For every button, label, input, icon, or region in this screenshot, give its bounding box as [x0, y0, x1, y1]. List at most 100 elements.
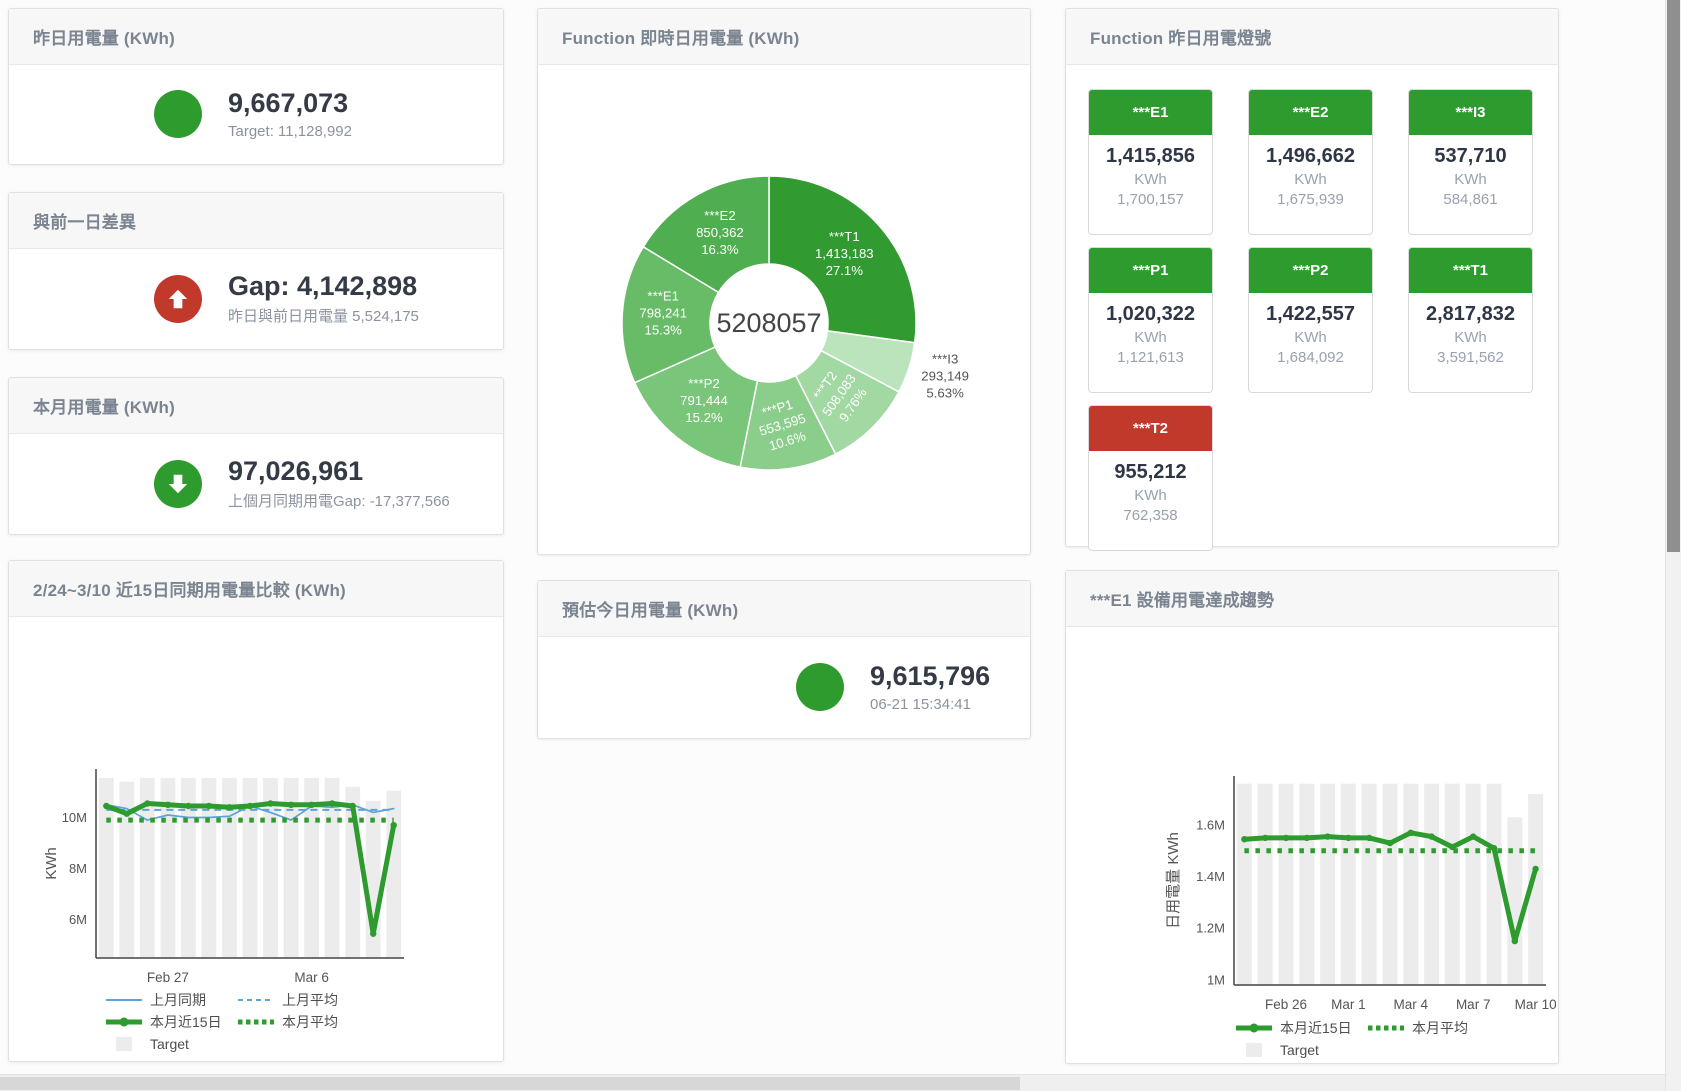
tile-value: 1,415,856	[1106, 145, 1195, 167]
svg-text:1.6M: 1.6M	[1196, 818, 1225, 833]
e1-trend-line-chart[interactable]: 1M 1.2M 1.4M 1.6M Feb 26 Mar 1 Mar 4 Mar 7 Mar 1…	[1066, 627, 1556, 1062]
status-circle-icon	[796, 663, 844, 711]
kpi-subtitle: 上個月同期用電Gap: -17,377,566	[228, 493, 450, 511]
kpi-subtitle: 06-21 15:34:41	[870, 695, 971, 713]
tile-unit: KWh	[1134, 329, 1167, 346]
svg-text:8M: 8M	[69, 861, 87, 876]
svg-text:Feb 26: Feb 26	[1265, 997, 1307, 1012]
pie-slice-***P2[interactable]	[633, 346, 759, 468]
arrow-up-icon	[154, 274, 202, 323]
kpi-value: 9,667,073	[228, 88, 349, 119]
tile-target: 1,684,092	[1277, 349, 1344, 366]
svg-text:Mar 10: Mar 10	[1515, 997, 1556, 1012]
legend-item-上月平均[interactable]: 上月平均	[238, 990, 338, 1010]
light-tile-i3[interactable]: ***I3 537,710 KWh 584,861	[1408, 89, 1533, 235]
trend-legend: 本月近15日 本月平均 Target	[1236, 1017, 1468, 1061]
card-title: 昨日用電量 (KWh)	[9, 9, 503, 65]
realtime-donut-card: Function 即時日用電量 (KWh) ***T1 1,413,183 27.1…	[537, 8, 1031, 555]
tile-name: ***E1	[1089, 90, 1212, 135]
estimate-today-card: 預估今日用電量 (KWh) 9,615,796 06-21 15:34:41	[537, 580, 1031, 739]
tile-target: 762,358	[1123, 507, 1178, 524]
svg-text:6M: 6M	[69, 912, 87, 927]
svg-text:Mar 6: Mar 6	[294, 970, 329, 985]
vertical-scrollbar[interactable]	[1665, 0, 1681, 1091]
light-tile-t1[interactable]: ***T1 2,817,832 KWh 3,591,562	[1408, 247, 1533, 393]
pie-label-***E2: ***E2 850,362 16.3%	[696, 208, 744, 257]
legend-label: 本月平均	[1412, 1020, 1468, 1036]
comparison-chart-card: 2/24~3/10 近15日同期用電量比較 (KWh) 6M 8M 10M Feb 2…	[8, 560, 504, 1062]
tile-unit: KWh	[1454, 171, 1487, 188]
tile-unit: KWh	[1134, 487, 1167, 504]
kpi-value: Gap: 4,142,898	[228, 270, 418, 301]
pie-slice-***E2[interactable]	[642, 175, 770, 294]
tile-value: 2,817,832	[1426, 303, 1515, 325]
legend-item-本月平均[interactable]: 本月平均	[238, 1012, 338, 1032]
svg-text:10M: 10M	[62, 810, 87, 825]
tile-target: 1,121,613	[1117, 349, 1184, 366]
svg-text:日用電量 KWh: 日用電量 KWh	[1165, 832, 1182, 929]
legend-item-上月同期[interactable]: 上月同期	[106, 990, 238, 1010]
tile-value: 1,020,322	[1106, 303, 1195, 325]
tile-unit: KWh	[1454, 329, 1487, 346]
legend-label: 上月同期	[150, 992, 206, 1008]
card-title: 2/24~3/10 近15日同期用電量比較 (KWh)	[9, 561, 503, 617]
card-title: 本月用電量 (KWh)	[9, 378, 503, 434]
legend-label: 本月平均	[282, 1014, 338, 1030]
tile-name: ***E2	[1249, 90, 1372, 135]
tile-target: 3,591,562	[1437, 349, 1504, 366]
legend-label: 本月近15日	[150, 1014, 222, 1030]
legend-item-Target[interactable]: Target	[106, 1036, 238, 1052]
svg-text:1M: 1M	[1207, 972, 1225, 987]
light-tile-p2[interactable]: ***P2 1,422,557 KWh 1,684,092	[1248, 247, 1373, 393]
yesterday-usage-card: 昨日用電量 (KWh) 9,667,073 Target: 11,128,992	[8, 8, 504, 165]
legend-item-本月近15日[interactable]: 本月近15日	[1236, 1018, 1368, 1038]
arrow-down-icon	[154, 459, 202, 508]
tile-name: ***T2	[1089, 406, 1212, 451]
day-gap-card: 與前一日差異 Gap: 4,142,898 昨日與前日用電量 5,524,175	[8, 192, 504, 350]
kpi-subtitle: Target: 11,128,992	[228, 122, 352, 140]
legend-item-Target[interactable]: Target	[1236, 1042, 1368, 1058]
month-usage-card: 本月用電量 (KWh) 97,026,961 上個月同期用電Gap: -17,3…	[8, 377, 504, 535]
pie-slice-***T1[interactable]	[768, 175, 917, 344]
svg-text:Mar 4: Mar 4	[1394, 997, 1429, 1012]
pie-label-***I3: ***I3 293,149 5.63%	[921, 352, 969, 401]
tile-name: ***P1	[1089, 248, 1212, 293]
pie-slice-***E1[interactable]	[621, 245, 720, 384]
light-tile-e2[interactable]: ***E2 1,496,662 KWh 1,675,939	[1248, 89, 1373, 235]
tile-name: ***T1	[1409, 248, 1532, 293]
horizontal-scrollbar[interactable]	[0, 1074, 1681, 1091]
kpi-subtitle: 昨日與前日用電量 5,524,175	[228, 308, 419, 326]
light-tile-p1[interactable]: ***P1 1,020,322 KWh 1,121,613	[1088, 247, 1213, 393]
legend-item-本月平均[interactable]: 本月平均	[1368, 1018, 1468, 1038]
comparison-line-chart[interactable]: 6M 8M 10M Feb 27 Mar 6 KWh	[9, 617, 501, 1060]
tile-value: 955,212	[1114, 461, 1187, 483]
tile-unit: KWh	[1294, 171, 1327, 188]
svg-text:1.2M: 1.2M	[1196, 921, 1225, 936]
pie-label-***P2: ***P2 791,444 15.2%	[680, 376, 728, 425]
lights-tile-grid: ***E1 1,415,856 KWh 1,700,157 ***E2 1,49…	[1088, 89, 1533, 551]
tile-name: ***P2	[1249, 248, 1372, 293]
svg-text:Mar 7: Mar 7	[1456, 997, 1491, 1012]
kpi-value: 9,615,796	[870, 661, 991, 692]
card-title: 預估今日用電量 (KWh)	[538, 581, 1030, 637]
svg-text:1.4M: 1.4M	[1196, 869, 1225, 884]
status-circle-icon	[154, 90, 202, 138]
light-tile-e1[interactable]: ***E1 1,415,856 KWh 1,700,157	[1088, 89, 1213, 235]
kpi-value: 97,026,961	[228, 455, 364, 486]
horizontal-scrollbar-thumb[interactable]	[0, 1077, 1020, 1090]
pie-label-***P1: ***P1553,59510.6%	[752, 394, 812, 455]
light-tile-t2[interactable]: ***T2 955,212 KWh 762,358	[1088, 405, 1213, 551]
vertical-scrollbar-thumb[interactable]	[1667, 0, 1680, 552]
pie-center-total: 5208057	[716, 308, 821, 338]
tile-value: 1,496,662	[1266, 145, 1355, 167]
tile-target: 584,861	[1443, 191, 1498, 208]
legend-label: 上月平均	[282, 992, 338, 1008]
realtime-usage-donut-chart[interactable]: ***T1 1,413,183 27.1%***I3 293,149 5.63%***T…	[538, 65, 1028, 553]
legend-item-本月近15日[interactable]: 本月近15日	[106, 1012, 238, 1032]
tile-target: 1,675,939	[1277, 191, 1344, 208]
tile-name: ***I3	[1409, 90, 1532, 135]
tile-value: 1,422,557	[1266, 303, 1355, 325]
card-title: Function 即時日用電量 (KWh)	[538, 9, 1030, 65]
tile-unit: KWh	[1294, 329, 1327, 346]
yesterday-lights-card: Function 昨日用電燈號 ***E1 1,415,856 KWh 1,70…	[1065, 8, 1559, 551]
